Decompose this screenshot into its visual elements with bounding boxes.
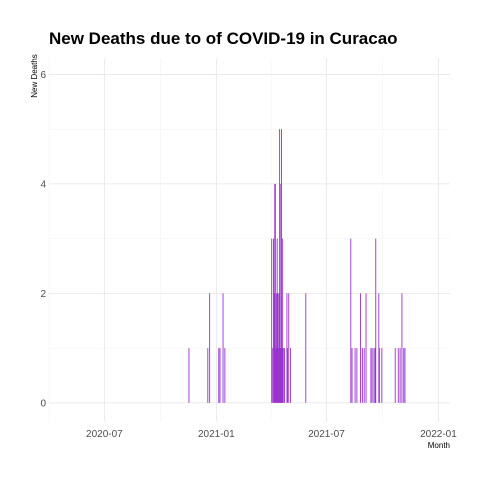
bar xyxy=(271,238,273,403)
x-tick-label: 2021-01 xyxy=(198,429,235,440)
grid-lines xyxy=(48,58,450,422)
bar xyxy=(351,348,353,403)
bar xyxy=(360,293,361,403)
y-tick-labels: 0 2 4 6 xyxy=(40,70,46,409)
bar xyxy=(188,348,190,403)
bar xyxy=(356,348,358,403)
bar xyxy=(281,129,282,403)
bar xyxy=(361,348,363,403)
bar xyxy=(373,348,375,403)
bar xyxy=(219,348,221,403)
y-tick-label: 0 xyxy=(40,398,46,409)
x-axis-title: Month xyxy=(428,441,450,450)
bar xyxy=(401,293,403,403)
bar xyxy=(282,238,284,403)
bar xyxy=(365,293,367,403)
bar xyxy=(273,293,275,403)
bar xyxy=(290,348,292,403)
bar xyxy=(209,293,211,403)
bar xyxy=(279,129,281,403)
bar xyxy=(271,348,273,403)
x-tick-labels: 2020-07 2021-01 2021-07 2022-01 xyxy=(86,429,457,440)
bar xyxy=(375,238,377,403)
bar xyxy=(282,348,284,403)
bar xyxy=(273,238,274,403)
bar xyxy=(280,183,282,403)
bar xyxy=(381,348,383,403)
bar xyxy=(370,348,372,403)
x-tick-label: 2021-07 xyxy=(308,429,345,440)
bar xyxy=(394,348,396,403)
bar xyxy=(305,293,307,403)
bar xyxy=(403,348,405,403)
bar xyxy=(288,293,290,403)
bar xyxy=(286,293,288,403)
bar xyxy=(350,238,352,403)
bar xyxy=(281,348,283,403)
y-tick-label: 4 xyxy=(40,179,46,190)
bar xyxy=(284,348,285,403)
bar xyxy=(276,238,278,403)
chart-title: New Deaths due to of COVID-19 in Curacao xyxy=(49,29,398,48)
bar xyxy=(374,348,376,403)
bar xyxy=(404,348,406,403)
x-tick-label: 2022-01 xyxy=(420,429,457,440)
bar xyxy=(218,348,220,403)
bar xyxy=(277,293,279,403)
bar-series xyxy=(188,129,406,403)
bar xyxy=(224,348,226,403)
bar xyxy=(275,348,277,403)
bar xyxy=(287,348,288,403)
bar xyxy=(378,348,380,403)
bar xyxy=(399,348,401,403)
bar xyxy=(378,293,380,403)
bar xyxy=(371,348,373,403)
x-tick-label: 2020-07 xyxy=(86,429,123,440)
y-tick-label: 6 xyxy=(40,70,46,81)
bar xyxy=(277,348,279,403)
bar xyxy=(207,348,209,403)
bar xyxy=(354,348,356,403)
bar xyxy=(276,293,278,403)
bar xyxy=(279,348,281,403)
bar xyxy=(222,293,224,403)
bar xyxy=(397,348,399,403)
bar xyxy=(274,183,276,403)
bar xyxy=(274,183,276,403)
bar xyxy=(363,348,365,403)
bar xyxy=(278,293,280,403)
y-axis-title: New Deaths xyxy=(30,54,39,98)
y-tick-label: 2 xyxy=(40,289,46,300)
